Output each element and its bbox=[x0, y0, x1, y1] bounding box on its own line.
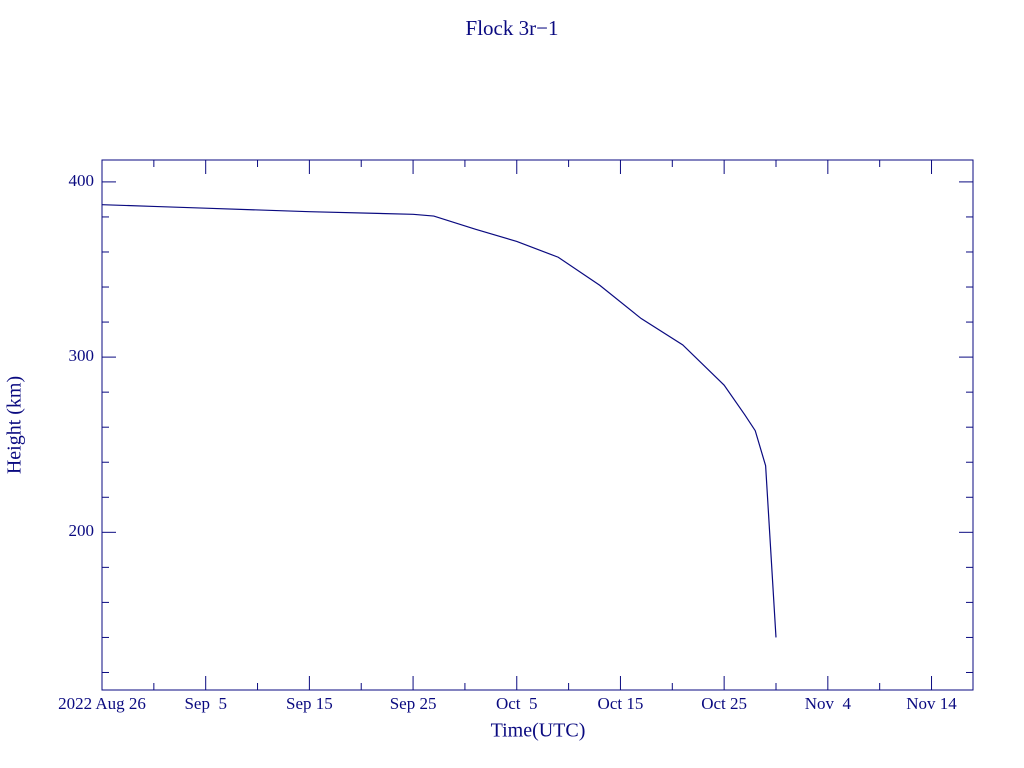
y-axis-label: Height (km) bbox=[4, 376, 26, 474]
y-tick-label: 300 bbox=[69, 346, 95, 365]
x-tick-label: Nov 14 bbox=[906, 694, 957, 713]
x-tick-label: Oct 25 bbox=[701, 694, 747, 713]
x-axis-label: Time(UTC) bbox=[491, 720, 586, 742]
y-tick-label: 400 bbox=[69, 171, 95, 190]
x-tick-label: 2022 Aug 26 bbox=[58, 694, 146, 713]
x-tick-label: Sep 5 bbox=[184, 694, 227, 713]
x-tick-label: Oct 15 bbox=[598, 694, 644, 713]
plot-frame bbox=[101, 159, 974, 691]
x-tick-label: Nov 4 bbox=[805, 694, 852, 713]
chart-title: Flock 3r−1 bbox=[466, 16, 559, 40]
x-tick-label: Oct 5 bbox=[496, 694, 538, 713]
y-tick-label: 200 bbox=[69, 521, 95, 540]
height-line bbox=[101, 204, 777, 638]
x-tick-label: Sep 25 bbox=[390, 694, 437, 713]
x-tick-label: Sep 15 bbox=[286, 694, 333, 713]
